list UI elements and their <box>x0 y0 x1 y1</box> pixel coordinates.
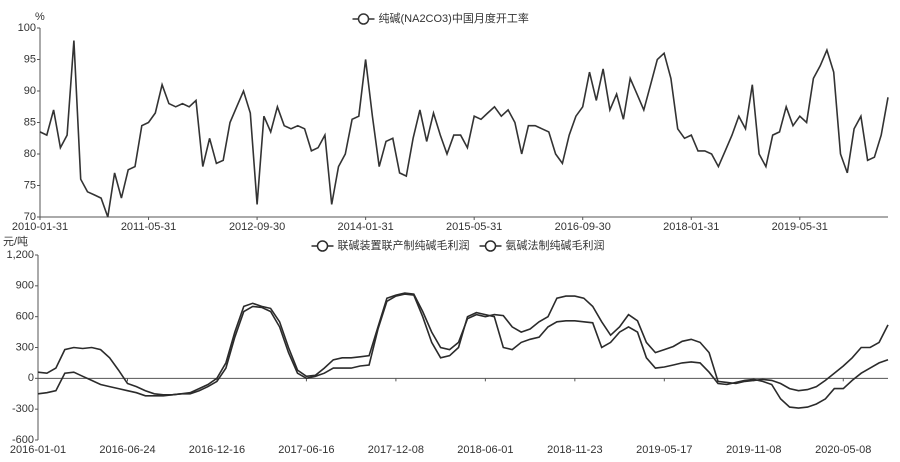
x-tick-label: 2011-05-31 <box>121 221 176 233</box>
x-tick-label: 2019-05-31 <box>772 221 828 233</box>
series-line <box>39 40 889 218</box>
legend-marker <box>357 13 370 25</box>
legend-marker <box>316 240 329 252</box>
x-tick-label: 2015-05-31 <box>446 221 502 233</box>
y-tick-label: 95 <box>24 53 36 65</box>
legend-marker <box>484 240 497 252</box>
legend-label: 纯碱(NA2CO3)中国月度开工率 <box>379 11 529 25</box>
x-tick-label: 2019-11-08 <box>726 444 781 456</box>
x-tick-label: 2018-11-23 <box>547 444 602 456</box>
y-tick-label: 70 <box>24 211 36 223</box>
x-tick-label: 2018-01-31 <box>663 221 719 233</box>
x-tick-label: 2010-01-31 <box>12 221 68 233</box>
y-tick-label: 600 <box>16 311 34 323</box>
series-line <box>37 293 889 409</box>
y-tick-label: 300 <box>16 341 34 353</box>
y-tick-label: -600 <box>12 434 34 446</box>
y-tick-label: 90 <box>24 85 36 97</box>
x-tick-label: 2020-05-08 <box>815 444 871 456</box>
x-tick-label: 2016-09-30 <box>555 221 611 233</box>
x-tick-label: 2019-05-17 <box>636 444 692 456</box>
legend-label: 联碱装置联产制纯碱毛利润 <box>338 238 470 252</box>
y-tick-label: 0 <box>28 372 34 384</box>
x-tick-label: 2016-12-16 <box>189 444 245 456</box>
x-tick-label: 2016-06-24 <box>99 444 155 456</box>
y-unit: 元/吨 <box>3 235 28 248</box>
y-tick-label: 900 <box>16 280 34 292</box>
y-tick-label: 85 <box>24 116 36 128</box>
x-tick-label: 2014-01-31 <box>337 221 393 233</box>
y-unit: % <box>35 11 45 23</box>
series-line <box>37 292 889 396</box>
x-tick-label: 2016-01-01 <box>10 444 66 456</box>
y-tick-label: 80 <box>24 148 36 160</box>
legend-label: 氨碱法制纯碱毛利润 <box>506 238 605 252</box>
y-tick-label: 1,200 <box>6 249 34 261</box>
x-tick-label: 2017-06-16 <box>278 444 334 456</box>
y-tick-label: 100 <box>18 22 36 34</box>
y-tick-label: 75 <box>24 179 36 191</box>
x-tick-label: 2017-12-08 <box>368 444 424 456</box>
x-tick-label: 2018-06-01 <box>457 444 513 456</box>
y-tick-label: -300 <box>12 403 34 415</box>
x-tick-label: 2012-09-30 <box>229 221 285 233</box>
